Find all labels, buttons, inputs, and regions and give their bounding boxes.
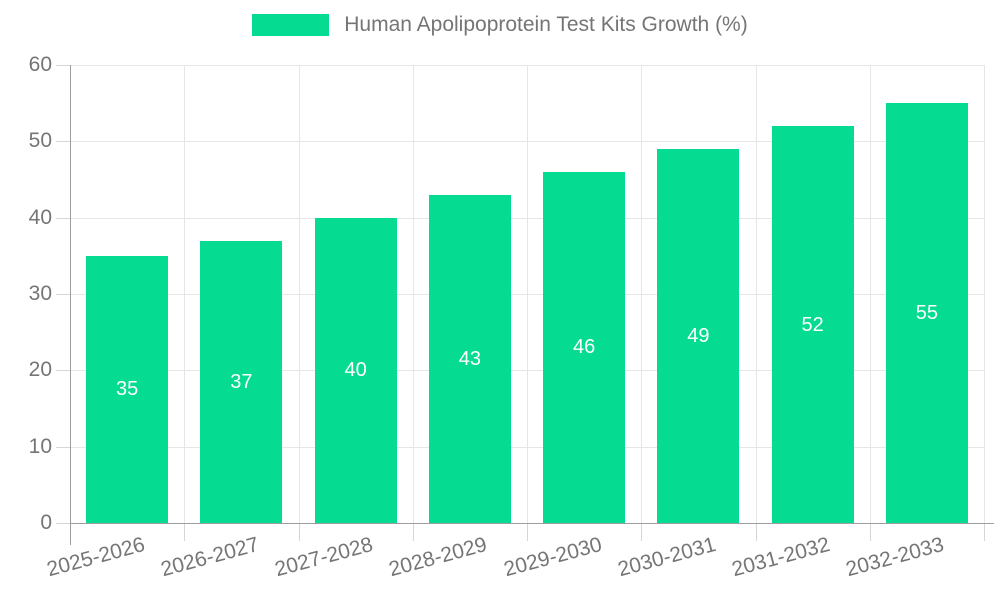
y-tick-mark	[56, 217, 70, 219]
y-tick-label: 0	[40, 511, 52, 534]
x-tick-label: 2028-2029	[386, 533, 490, 582]
legend[interactable]: Human Apolipoprotein Test Kits Growth (%…	[0, 13, 1000, 37]
x-gridline	[984, 65, 985, 523]
x-gridline	[527, 65, 528, 523]
y-tick-mark	[56, 141, 70, 143]
x-tick-label: 2031-2032	[729, 533, 833, 582]
legend-swatch[interactable]	[252, 14, 330, 36]
legend-label: Human Apolipoprotein Test Kits Growth (%…	[344, 13, 748, 36]
x-tick-mark	[298, 523, 300, 541]
x-tick-mark	[184, 523, 186, 541]
x-tick-mark	[527, 523, 528, 541]
y-tick-label: 60	[28, 53, 52, 76]
y-tick-mark	[56, 523, 70, 524]
bar-2030-2031[interactable]	[657, 148, 740, 523]
x-tick-label: 2030-2031	[615, 533, 719, 582]
x-axis-line	[70, 523, 994, 524]
y-tick-label: 10	[28, 434, 52, 458]
x-tick-mark	[869, 523, 871, 541]
y-tick-mark	[56, 370, 70, 372]
y-axis-line	[70, 65, 71, 545]
x-gridline	[412, 65, 414, 523]
bar-2026-2027[interactable]	[200, 240, 283, 523]
x-tick-mark	[755, 523, 757, 541]
x-tick-mark	[984, 523, 985, 541]
x-gridline	[869, 65, 871, 523]
bar-2025-2026[interactable]	[86, 255, 169, 523]
y-tick-label: 30	[28, 282, 52, 305]
x-gridline	[755, 65, 757, 523]
x-gridline	[298, 65, 300, 523]
y-tick-label: 20	[28, 358, 52, 382]
bar-2032-2033[interactable]	[885, 103, 968, 523]
y-tick-mark	[56, 65, 70, 66]
bar-2029-2030[interactable]	[543, 171, 626, 523]
x-tick-label: 2025-2026	[44, 533, 148, 582]
bar-2028-2029[interactable]	[428, 194, 511, 523]
x-tick-label: 2032-2033	[843, 533, 947, 582]
x-tick-label: 2027-2028	[272, 533, 376, 582]
y-tick-label: 50	[28, 129, 52, 153]
x-gridline	[184, 65, 186, 523]
y-tick-mark	[56, 294, 70, 295]
x-tick-label: 2029-2030	[501, 533, 605, 582]
y-tick-mark	[56, 446, 70, 448]
x-tick-mark	[412, 523, 414, 541]
x-tick-mark	[641, 523, 643, 541]
y-tick-label: 40	[28, 205, 52, 229]
x-tick-label: 2026-2027	[158, 533, 262, 582]
x-gridline	[641, 65, 643, 523]
bar-2027-2028[interactable]	[314, 217, 397, 523]
bar-2031-2032[interactable]	[771, 126, 854, 523]
